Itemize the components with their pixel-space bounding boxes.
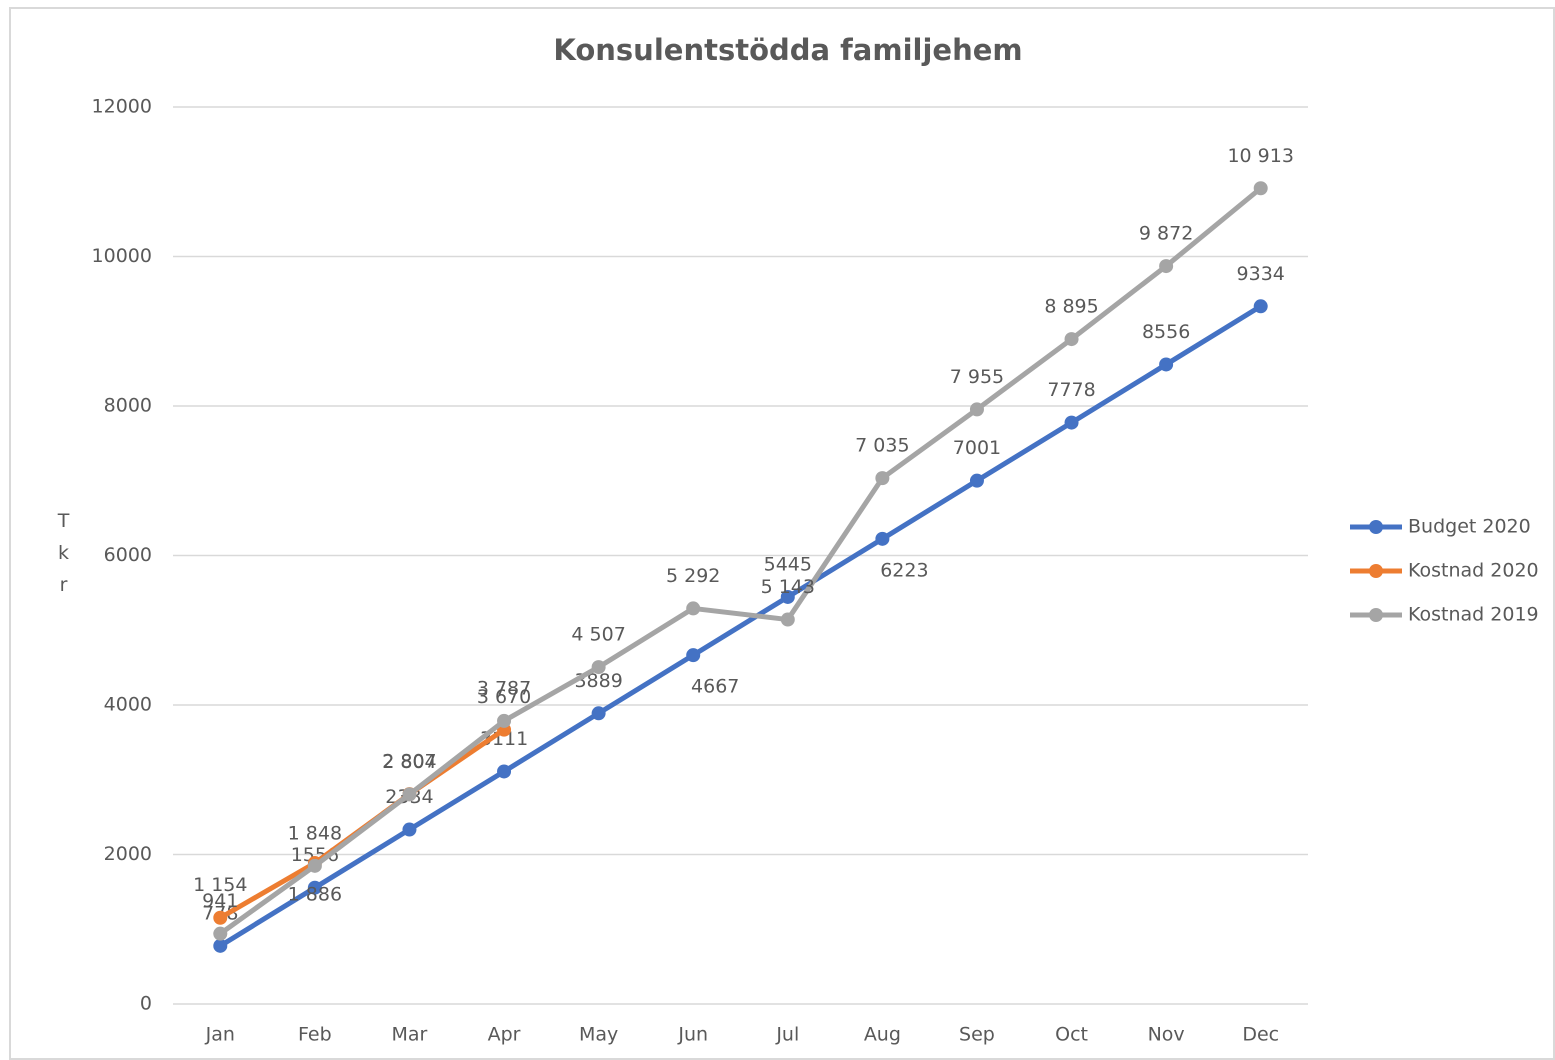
data-label: 941	[202, 890, 238, 912]
y-tick-label: 10000	[92, 245, 152, 267]
point-marker	[591, 706, 606, 721]
data-label: 1 848	[288, 822, 342, 844]
y-tick-label: 6000	[104, 544, 152, 566]
point-marker	[969, 402, 984, 417]
x-tick-label: Jul	[775, 1024, 799, 1046]
series-line	[219, 727, 506, 920]
point-marker	[875, 531, 890, 546]
x-tick-label: May	[579, 1024, 618, 1046]
point-marker	[307, 880, 322, 895]
data-label: 9334	[1237, 263, 1285, 285]
data-label: 3 787	[477, 677, 531, 699]
data-label: 1556	[291, 844, 339, 866]
point-marker	[213, 938, 228, 953]
x-tick-label: Jan	[205, 1024, 235, 1046]
y-tick-label: 8000	[104, 395, 152, 417]
point-marker	[1064, 332, 1079, 347]
x-tick-label: Oct	[1055, 1024, 1088, 1046]
data-label: 4 507	[571, 624, 625, 646]
x-tick-label: Dec	[1242, 1024, 1279, 1046]
y-tick-label: 0	[140, 993, 152, 1015]
point-marker	[1064, 415, 1079, 430]
data-label: 2 804	[382, 751, 436, 773]
legend-label: Budget 2020	[1408, 516, 1531, 538]
point-marker	[780, 589, 795, 604]
chart-frame	[9, 7, 1555, 1060]
point-marker	[686, 648, 701, 663]
point-marker	[780, 612, 795, 627]
data-label: 7 955	[950, 366, 1004, 388]
point-marker	[1253, 299, 1268, 314]
y-axis-label: Tkr	[53, 510, 75, 606]
legend-label: Kostnad 2019	[1408, 604, 1539, 626]
legend-marker	[1369, 608, 1383, 622]
data-label: 1 886	[288, 884, 342, 906]
x-tick-label: Jun	[677, 1024, 708, 1046]
point-marker	[307, 858, 322, 873]
data-label: 7778	[1047, 379, 1095, 401]
x-tick-label: Mar	[392, 1024, 428, 1046]
data-label: 8556	[1142, 321, 1190, 343]
legend-marker	[1369, 520, 1383, 534]
data-label: 7 035	[855, 435, 909, 457]
data-label: 5 143	[761, 576, 815, 598]
point-marker	[1253, 181, 1268, 196]
point-marker	[969, 473, 984, 488]
x-tick-label: Feb	[298, 1024, 332, 1046]
point-marker	[591, 660, 606, 675]
data-label: 9 872	[1139, 223, 1193, 245]
point-marker	[1159, 357, 1174, 372]
x-tick-label: Sep	[959, 1024, 995, 1046]
legend-label: Kostnad 2020	[1408, 560, 1539, 582]
point-marker	[402, 822, 417, 837]
chart-title: Konsulentstödda familjehem	[553, 33, 1022, 67]
y-tick-label: 12000	[92, 96, 152, 118]
data-label: 5 292	[666, 565, 720, 587]
data-label: 7001	[953, 437, 1001, 459]
legend-marker	[1369, 564, 1383, 578]
data-label: 2 807	[382, 751, 436, 773]
point-marker	[213, 926, 228, 941]
point-marker	[1159, 259, 1174, 274]
series-line	[218, 304, 1263, 948]
y-tick-label: 2000	[104, 843, 152, 865]
data-label: 3 670	[477, 686, 531, 708]
data-label: 4667	[691, 676, 739, 698]
point-marker	[213, 910, 228, 925]
x-tick-label: Nov	[1148, 1024, 1185, 1046]
x-tick-label: Aug	[864, 1024, 901, 1046]
point-marker	[497, 713, 512, 728]
x-tick-label: Apr	[488, 1024, 521, 1046]
data-label: 6223	[880, 559, 928, 581]
point-marker	[686, 601, 701, 616]
data-label: 8 895	[1044, 296, 1098, 318]
data-label: 10 913	[1227, 145, 1293, 167]
y-tick-label: 4000	[104, 694, 152, 716]
data-label: 1 154	[193, 874, 247, 896]
data-label: 5445	[764, 553, 812, 575]
point-marker	[497, 764, 512, 779]
point-marker	[875, 471, 890, 486]
series-line	[218, 186, 1263, 936]
point-marker	[402, 787, 417, 802]
